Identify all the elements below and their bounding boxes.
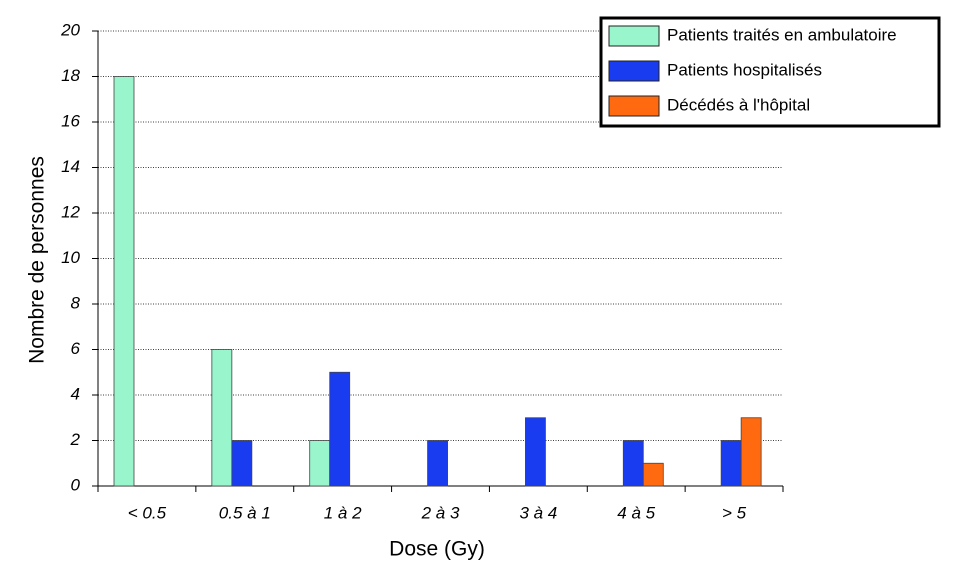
legend-label: Patients traités en ambulatoire xyxy=(667,25,897,44)
y-tick-label: 14 xyxy=(61,157,80,176)
y-tick-label: 4 xyxy=(71,384,80,403)
y-tick-label: 6 xyxy=(71,339,81,358)
y-tick-label: 0 xyxy=(71,475,81,494)
x-tick-label: 2 à 3 xyxy=(421,503,460,522)
bar xyxy=(622,440,644,487)
bar xyxy=(329,371,351,487)
x-tick-label: 0.5 à 1 xyxy=(219,503,271,522)
x-tick-label: 3 à 4 xyxy=(519,503,557,522)
bar xyxy=(211,349,233,487)
legend-swatch xyxy=(608,60,660,82)
y-tick-label: 18 xyxy=(61,66,80,85)
bar xyxy=(720,440,742,487)
y-tick-label: 12 xyxy=(61,202,80,221)
x-tick-label: 4 à 5 xyxy=(617,503,655,522)
y-tick-label: 2 xyxy=(70,430,81,449)
y-tick-label: 16 xyxy=(61,111,80,130)
x-tick-label: 1 à 2 xyxy=(324,503,362,522)
legend-label: Patients hospitalisés xyxy=(667,60,822,79)
bar xyxy=(740,417,762,487)
y-axis-title: Nombre de personnes xyxy=(26,156,49,364)
x-tick-label: < 0.5 xyxy=(128,503,167,522)
legend-label: Décédés à l'hôpital xyxy=(667,95,810,114)
bar xyxy=(231,440,253,487)
legend-swatch xyxy=(608,25,660,47)
bar xyxy=(642,462,664,487)
x-tick-label: > 5 xyxy=(722,503,747,522)
y-tick-label: 8 xyxy=(71,293,81,312)
bar xyxy=(427,440,448,487)
x-axis-title: Dose (Gy) xyxy=(389,538,485,561)
y-tick-label: 10 xyxy=(61,248,80,267)
bar xyxy=(525,417,546,487)
legend-swatch xyxy=(608,95,660,117)
bar xyxy=(309,440,331,487)
bar xyxy=(113,76,135,487)
y-tick-label: 20 xyxy=(60,20,80,39)
